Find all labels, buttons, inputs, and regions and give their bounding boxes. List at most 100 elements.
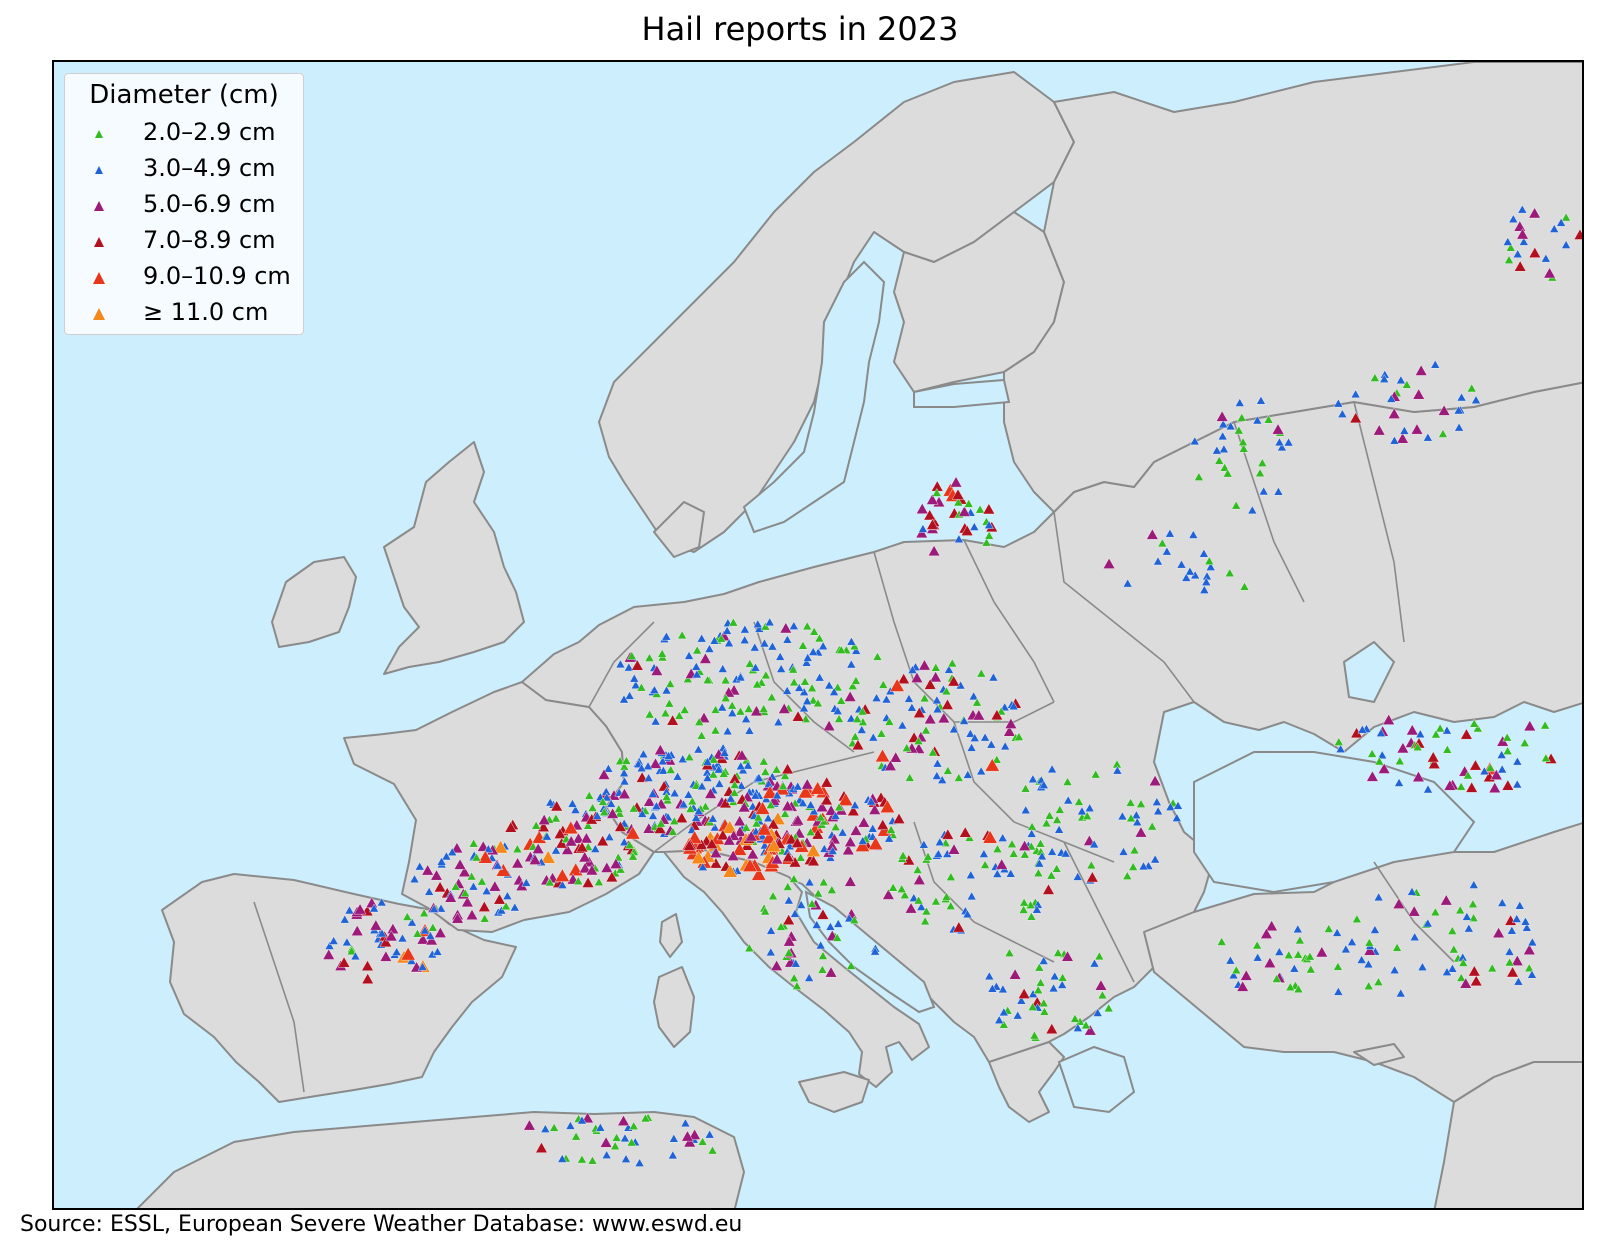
hail-report-marker bbox=[425, 934, 438, 946]
hail-report-marker bbox=[995, 858, 1008, 870]
hail-report-marker bbox=[361, 972, 374, 984]
hail-report-marker bbox=[1417, 962, 1428, 971]
hail-report-marker bbox=[1061, 950, 1074, 962]
legend-item-3-0: 3.0–4.9 cm bbox=[65, 152, 303, 188]
hail-report-marker bbox=[739, 635, 750, 644]
hail-report-marker bbox=[1165, 528, 1175, 538]
hail-report-marker bbox=[904, 693, 914, 703]
hail-report-marker bbox=[837, 827, 848, 837]
hail-report-marker bbox=[881, 694, 892, 704]
hail-report-marker bbox=[1470, 975, 1483, 987]
hail-report-marker bbox=[697, 781, 707, 791]
hail-report-marker bbox=[615, 756, 625, 765]
hail-report-marker bbox=[884, 759, 897, 771]
hail-report-marker bbox=[644, 653, 655, 662]
hail-report-marker bbox=[581, 876, 595, 888]
hail-report-marker bbox=[613, 804, 624, 813]
hail-report-marker bbox=[832, 682, 843, 692]
hail-report-marker bbox=[792, 781, 803, 791]
hail-report-marker bbox=[1337, 409, 1348, 418]
hail-report-marker bbox=[1506, 966, 1519, 978]
hail-report-marker bbox=[896, 884, 907, 893]
hail-report-marker bbox=[728, 617, 739, 627]
hail-report-marker bbox=[916, 502, 929, 514]
hail-report-marker bbox=[551, 845, 561, 855]
hail-report-marker bbox=[781, 763, 794, 775]
hail-report-marker bbox=[492, 860, 503, 870]
legend-label: 5.0–6.9 cm bbox=[143, 190, 276, 218]
hail-report-marker bbox=[606, 807, 619, 819]
hail-report-marker bbox=[941, 891, 952, 901]
hail-report-marker bbox=[830, 822, 841, 831]
hail-report-marker bbox=[1431, 729, 1441, 739]
hail-report-marker bbox=[966, 742, 977, 752]
hail-report-marker bbox=[344, 905, 355, 915]
hail-report-marker bbox=[1479, 766, 1490, 776]
hail-report-marker bbox=[433, 881, 447, 893]
hail-report-marker bbox=[661, 631, 672, 641]
hail-report-marker bbox=[1252, 940, 1262, 950]
hail-report-marker bbox=[1027, 1002, 1038, 1011]
hail-report-marker bbox=[870, 946, 880, 956]
hail-report-marker bbox=[604, 832, 615, 841]
hail-report-marker bbox=[732, 842, 748, 856]
hail-report-marker bbox=[808, 695, 819, 705]
hail-report-marker bbox=[816, 908, 830, 920]
hail-report-marker bbox=[904, 902, 918, 914]
hail-report-marker bbox=[822, 719, 836, 731]
hail-report-marker bbox=[1364, 937, 1375, 947]
hail-report-marker bbox=[1273, 486, 1284, 496]
land-great-britain bbox=[383, 441, 525, 675]
hail-report-marker bbox=[1214, 455, 1225, 465]
hail-report-marker bbox=[741, 822, 752, 832]
hail-report-marker bbox=[656, 818, 666, 828]
hail-report-marker bbox=[884, 717, 895, 726]
hail-report-marker bbox=[991, 754, 1002, 764]
hail-report-marker bbox=[825, 921, 836, 931]
hail-report-marker bbox=[1029, 1030, 1040, 1040]
hail-report-marker bbox=[621, 756, 632, 765]
hail-report-marker bbox=[1373, 977, 1384, 986]
hail-report-marker bbox=[570, 805, 581, 814]
hail-report-marker bbox=[1514, 900, 1525, 910]
hail-report-marker bbox=[813, 698, 823, 708]
hail-report-marker bbox=[908, 893, 919, 902]
hail-report-marker bbox=[649, 757, 662, 769]
hail-report-marker bbox=[1430, 359, 1441, 369]
hail-report-marker bbox=[1293, 949, 1304, 959]
hail-report-marker bbox=[1039, 780, 1049, 789]
hail-report-marker bbox=[992, 844, 1003, 853]
hail-report-marker bbox=[782, 686, 793, 695]
hail-report-marker bbox=[702, 675, 713, 684]
hail-report-marker bbox=[912, 865, 923, 874]
hail-report-marker bbox=[1447, 963, 1458, 973]
hail-markers bbox=[322, 204, 1582, 1167]
hail-report-marker bbox=[595, 1122, 606, 1132]
hail-report-marker bbox=[1512, 756, 1523, 766]
hail-report-marker bbox=[807, 898, 817, 908]
hail-report-marker bbox=[751, 818, 762, 828]
hail-report-marker bbox=[782, 634, 793, 644]
hail-report-marker bbox=[876, 818, 889, 830]
hail-report-marker bbox=[1347, 937, 1357, 946]
hail-report-marker bbox=[984, 971, 995, 981]
hail-report-marker bbox=[791, 710, 805, 722]
hail-report-marker bbox=[1463, 923, 1474, 933]
hail-report-marker bbox=[684, 651, 694, 660]
hail-report-marker bbox=[1490, 768, 1503, 780]
map-area[interactable] bbox=[52, 60, 1584, 1210]
hail-report-marker bbox=[710, 725, 721, 735]
hail-report-marker bbox=[606, 798, 617, 808]
hail-report-marker bbox=[802, 696, 812, 705]
hail-report-marker bbox=[813, 888, 824, 898]
hail-report-marker bbox=[523, 1119, 536, 1131]
hail-report-marker bbox=[795, 852, 806, 862]
hail-report-marker bbox=[1356, 955, 1367, 964]
hail-report-marker bbox=[705, 837, 719, 849]
hail-report-marker bbox=[782, 882, 793, 891]
hail-report-marker bbox=[827, 846, 838, 855]
hail-report-marker bbox=[361, 959, 374, 971]
hail-report-marker bbox=[1097, 990, 1108, 1000]
hail-report-marker bbox=[376, 897, 387, 907]
hail-report-marker bbox=[1541, 753, 1551, 762]
